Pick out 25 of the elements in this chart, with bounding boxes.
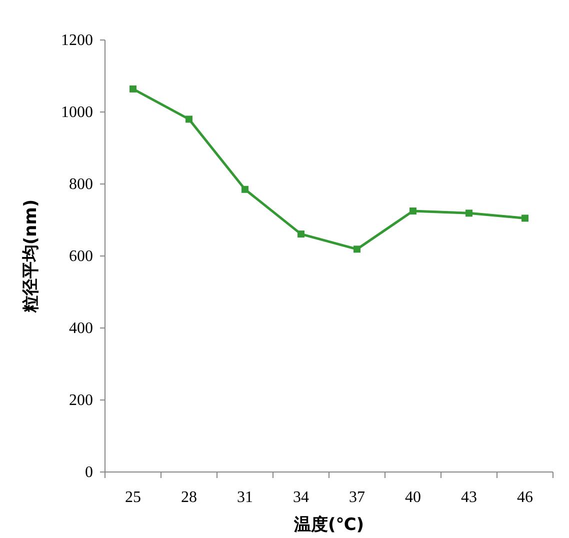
x-tick-label: 31: [237, 489, 253, 506]
x-tick-label: 46: [517, 489, 533, 506]
point: [242, 186, 248, 193]
point: [298, 230, 304, 238]
point: [186, 116, 192, 123]
point: [354, 246, 360, 253]
x-tick-label: 28: [181, 489, 197, 506]
y-tick-label: 800: [69, 176, 93, 193]
y-tick-label: 600: [69, 248, 93, 265]
y-tick-label: 0: [85, 464, 93, 481]
x-tick-label: 34: [293, 489, 309, 506]
point: [522, 214, 528, 222]
y-tick-label: 1200: [61, 32, 93, 49]
y-tick-label: 200: [69, 392, 93, 409]
y-tick-label: 1000: [61, 104, 93, 121]
point: [130, 85, 136, 92]
x-tick-label: 43: [461, 489, 477, 506]
point: [466, 210, 472, 217]
x-tick-label: 37: [349, 489, 365, 506]
y-tick-label: 400: [69, 320, 93, 337]
x-tick-label: 25: [125, 489, 141, 506]
point: [410, 208, 416, 214]
y-axis-title: 粒径平均(nm): [21, 199, 41, 314]
x-axis-title: 温度(℃): [292, 515, 364, 535]
x-tick-label: 40: [405, 489, 421, 506]
